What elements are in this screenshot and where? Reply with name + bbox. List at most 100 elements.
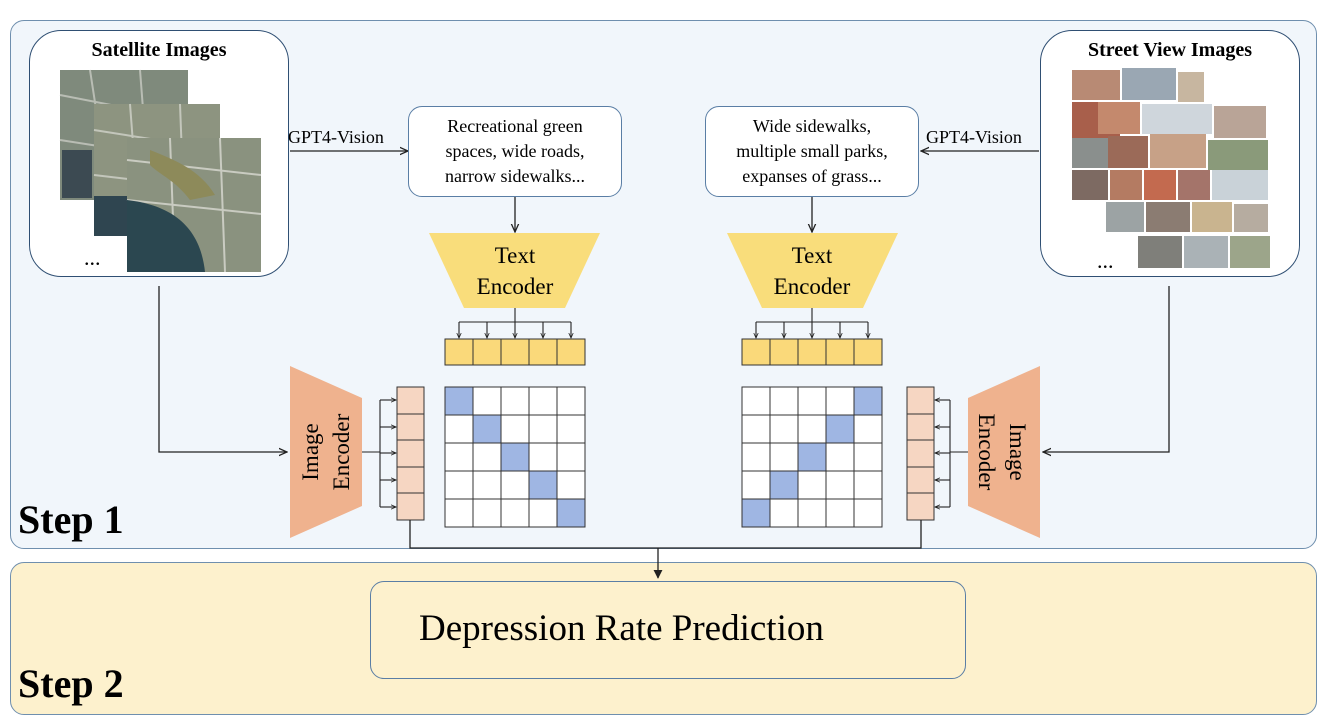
matrix-left-cell xyxy=(528,386,558,416)
street-view-images-title: Street View Images xyxy=(1087,39,1253,61)
gpt-vision-label-right: GPT4-Vision xyxy=(926,127,1022,147)
street-view-mosaic xyxy=(1072,68,1270,268)
matrix-right-cell xyxy=(853,470,883,500)
matrix-left-cell xyxy=(528,414,558,444)
description-right-line-1: Wide sidewalks, xyxy=(752,116,872,136)
image-encoder-left-line-1: Image xyxy=(298,423,323,481)
matrix-left-cell xyxy=(472,498,502,528)
matrix-right-cell xyxy=(797,498,827,528)
image-tokens-left xyxy=(396,386,425,521)
matrix-right-cell xyxy=(853,442,883,472)
matrix-left-cell xyxy=(556,442,586,472)
matrix-right-cell xyxy=(797,470,827,500)
text-encoder-right-shape xyxy=(727,233,898,308)
text-encoder-left-line-1: Text xyxy=(494,243,536,268)
matrix-left-cell xyxy=(472,414,502,444)
description-left-line-3: narrow sidewalks... xyxy=(445,166,585,186)
matrix-right-cell xyxy=(825,414,855,444)
image-encoder-left-label: Image Encoder xyxy=(295,382,357,522)
prediction-box: Depression Rate Prediction xyxy=(370,581,966,679)
matrix-left-cell xyxy=(500,386,530,416)
text-tokens-right xyxy=(741,338,883,366)
matrix-left-cell xyxy=(444,386,474,416)
matrix-right-cell xyxy=(853,386,883,416)
step1-label: Step 1 xyxy=(18,497,124,542)
prediction-label: Depression Rate Prediction xyxy=(419,608,824,649)
text-encoder-left-fanout xyxy=(459,308,571,338)
arrow-street-to-image-encoder xyxy=(1043,286,1170,452)
image-encoder-left-fanout xyxy=(362,400,396,507)
matrix-right-cell xyxy=(741,386,771,416)
image-encoder-right-line-1: Image xyxy=(1005,423,1030,481)
satellite-images-title: Satellite Images xyxy=(91,39,227,61)
matrix-left-cell xyxy=(500,498,530,528)
description-box-left: Recreational green spaces, wide roads, n… xyxy=(408,106,622,197)
similarity-matrix-left xyxy=(444,386,586,528)
description-box-right: Wide sidewalks, multiple small parks, ex… xyxy=(705,106,919,197)
text-encoder-right-label: Text Encoder xyxy=(742,240,882,302)
matrix-left-cell xyxy=(500,442,530,472)
image-tokens-right xyxy=(906,386,935,521)
text-encoder-right-line-1: Text xyxy=(791,243,833,268)
matrix-right-cell xyxy=(853,498,883,528)
matrix-left-cell xyxy=(528,498,558,528)
matrix-right-cell xyxy=(769,414,799,444)
description-left-line-2: spaces, wide roads, xyxy=(445,141,585,161)
matrix-right-cell xyxy=(741,498,771,528)
matrix-right-cell xyxy=(769,470,799,500)
matrix-right-cell xyxy=(825,386,855,416)
street-view-ellipsis: ... xyxy=(1097,248,1114,273)
matrix-left-cell xyxy=(500,414,530,444)
matrix-right-cell xyxy=(769,442,799,472)
matrix-right-cell xyxy=(853,414,883,444)
image-encoder-left-shape xyxy=(290,366,362,538)
text-encoder-left-label: Text Encoder xyxy=(445,240,585,302)
image-encoder-right-line-2: Encoder xyxy=(974,413,999,491)
text-encoder-left-line-2: Encoder xyxy=(476,274,554,299)
image-encoder-right-label: Image Encoder xyxy=(971,382,1033,522)
image-encoder-right-shape xyxy=(968,366,1040,538)
matrix-left-cell xyxy=(528,442,558,472)
text-encoder-right-fanout xyxy=(756,308,868,338)
matrix-left-cell xyxy=(444,470,474,500)
matrix-left-cell xyxy=(472,470,502,500)
matrix-right-cell xyxy=(741,414,771,444)
satellite-image-stack xyxy=(59,69,262,273)
text-tokens-left xyxy=(444,338,586,366)
matrix-right-cell xyxy=(769,498,799,528)
matrix-left-cell xyxy=(472,442,502,472)
matrix-right-cell xyxy=(797,442,827,472)
text-encoder-left-shape xyxy=(429,233,600,308)
matrix-left-cell xyxy=(528,470,558,500)
matrix-left-cell xyxy=(444,442,474,472)
matrix-right-cell xyxy=(741,470,771,500)
matrix-left-cell xyxy=(444,498,474,528)
description-right-line-2: multiple small parks, xyxy=(736,141,888,161)
matrix-left-cell xyxy=(500,470,530,500)
matrix-right-cell xyxy=(825,470,855,500)
matrix-left-cell xyxy=(472,386,502,416)
matrix-right-cell xyxy=(825,498,855,528)
matrix-left-cell xyxy=(556,414,586,444)
matrix-right-cell xyxy=(825,442,855,472)
image-encoder-right-fanout xyxy=(935,400,968,507)
matrix-right-cell xyxy=(741,442,771,472)
matrix-right-cell xyxy=(769,386,799,416)
gpt-vision-label-left: GPT4-Vision xyxy=(288,127,384,147)
description-right-line-3: expanses of grass... xyxy=(742,166,882,186)
text-encoder-right-line-2: Encoder xyxy=(773,274,851,299)
image-encoder-left-line-2: Encoder xyxy=(329,413,354,491)
matrix-left-cell xyxy=(556,386,586,416)
satellite-tile-3 xyxy=(126,137,262,273)
matrix-right-cell xyxy=(797,414,827,444)
satellite-ellipsis: ... xyxy=(84,245,101,270)
matrix-left-cell xyxy=(556,498,586,528)
arrow-satellite-to-image-encoder xyxy=(158,286,287,452)
matrix-left-cell xyxy=(444,414,474,444)
step2-label: Step 2 xyxy=(18,661,124,706)
merge-line xyxy=(409,520,922,549)
matrix-left-cell xyxy=(556,470,586,500)
matrix-right-cell xyxy=(797,386,827,416)
similarity-matrix-right xyxy=(741,386,883,528)
